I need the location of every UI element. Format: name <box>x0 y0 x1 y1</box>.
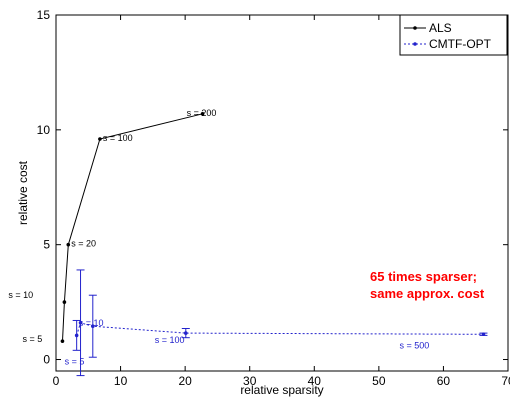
legend-box <box>399 14 508 56</box>
x-tick-label: 60 <box>437 374 451 388</box>
x-axis-label: relative sparsity <box>240 383 323 397</box>
callout-line-2: same approx. cost <box>370 286 485 301</box>
callout-line-1: 65 times sparser; <box>370 269 477 284</box>
x-tick-label: 10 <box>114 374 128 388</box>
point-annotation: s = 5 <box>65 356 85 366</box>
x-tick-label: 0 <box>53 374 60 388</box>
point-annotation: s = 5 <box>22 334 42 344</box>
point-annotation: s = 100 <box>103 133 133 143</box>
point-annotation: s = 10 <box>79 318 104 328</box>
legend: ALS CMTF-OPT <box>399 14 508 56</box>
x-tick-label: 50 <box>372 374 386 388</box>
data-point-cmtf <box>78 320 83 325</box>
data-point-als <box>60 339 65 343</box>
data-point-als <box>66 242 71 247</box>
point-annotation: s = 100 <box>155 335 185 345</box>
data-point-als <box>200 111 205 116</box>
point-annotation: s = 200 <box>187 108 217 118</box>
y-tick-label: 15 <box>37 8 51 22</box>
data-point-als <box>62 300 67 304</box>
y-axis-label: relative cost <box>16 160 30 225</box>
point-annotation: s = 20 <box>71 239 96 249</box>
y-tick-label: 5 <box>43 238 50 252</box>
x-tick-label: 70 <box>501 374 510 388</box>
data-point-cmtf <box>74 333 79 338</box>
data-point-cmtf <box>481 332 486 337</box>
data-point-cmtf <box>183 331 188 335</box>
data-point-als <box>98 137 102 141</box>
y-tick-label: 10 <box>37 123 51 137</box>
x-tick-label: 20 <box>178 374 192 388</box>
data-point-cmtf <box>91 324 95 329</box>
x-tick-label: 30 <box>243 374 257 388</box>
x-tick-label: 40 <box>308 374 322 388</box>
plot-area <box>55 14 509 372</box>
legend-label-als: ALS <box>429 21 452 35</box>
legend-marker-cmtf <box>413 42 417 46</box>
point-annotation: s = 500 <box>399 340 429 350</box>
y-tick-label: 0 <box>43 353 50 367</box>
legend-label-cmtf: CMTF-OPT <box>429 37 492 51</box>
legend-marker-als <box>413 26 417 30</box>
point-annotation: s = 10 <box>8 290 33 300</box>
